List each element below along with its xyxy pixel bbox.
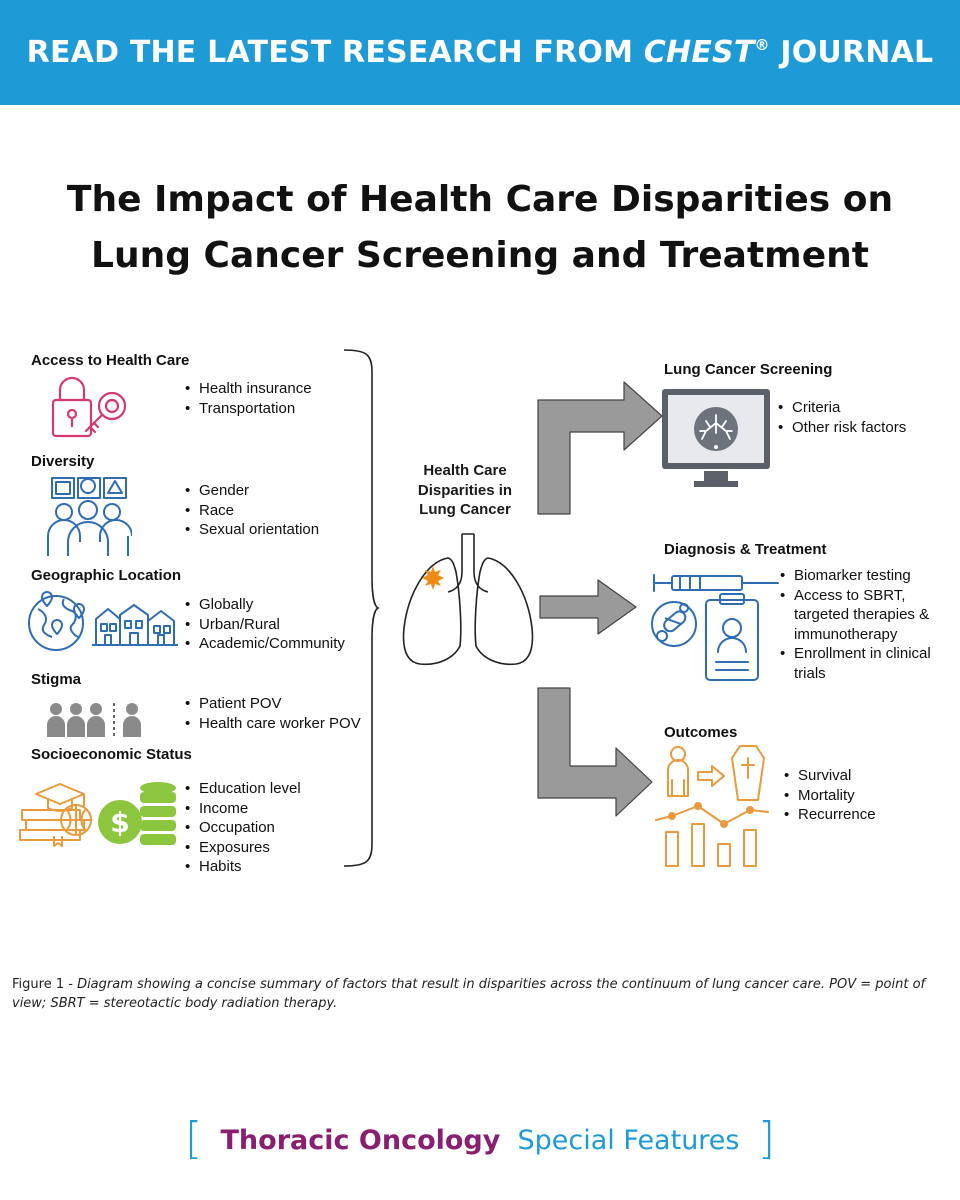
banner-journal: CHEST: [643, 35, 755, 70]
globe-houses-icon: [28, 591, 178, 651]
books-money-icon: $: [19, 782, 176, 847]
list-item: Mortality: [784, 786, 876, 806]
list-item: Income: [185, 799, 301, 819]
list-item: Survival: [784, 766, 876, 786]
arrow-to-outcomes: [537, 687, 653, 817]
lock-key-icon: [51, 376, 127, 438]
top-banner: READ THE LATEST RESEARCH FROM CHEST® JOU…: [0, 0, 960, 105]
list-item: Globally: [185, 595, 345, 615]
page-title: The Impact of Health Care Disparities on…: [66, 179, 894, 276]
list-item: Health insurance: [185, 379, 312, 399]
list-item: Transportation: [185, 399, 312, 419]
list-item: Sexual orientation: [185, 520, 319, 540]
footer-bracket-close: ]: [757, 1113, 775, 1164]
factor-list-socioeconomic: Education level Income Occupation Exposu…: [185, 779, 301, 877]
factor-list-diversity: Gender Race Sexual orientation: [185, 481, 319, 540]
factor-heading-geographic: Geographic Location: [31, 567, 182, 584]
factor-heading-diversity: Diversity: [31, 453, 95, 470]
people-speech-icon: [47, 477, 132, 556]
list-item: Patient POV: [185, 694, 361, 714]
list-item: Biomarker testing: [780, 566, 954, 586]
monitor-scan-icon: [662, 389, 770, 487]
footer-bracket-open: [: [185, 1113, 203, 1164]
outcome-list-screening: Criteria Other risk factors: [778, 398, 906, 437]
outcome-heading-outcomes: Outcomes: [664, 724, 738, 741]
footer-series: [ Thoracic Oncology Special Features ]: [185, 1115, 775, 1167]
svg-text:$: $: [110, 806, 129, 839]
disparities-diagram: Access to Health Care Health insurance T…: [0, 330, 960, 930]
list-item: Other risk factors: [778, 418, 906, 438]
factor-heading-stigma: Stigma: [31, 671, 82, 688]
factor-list-stigma: Patient POV Health care worker POV: [185, 694, 361, 733]
list-item: Academic/Community: [185, 634, 345, 654]
footer-series-type: Special Features: [517, 1125, 740, 1156]
caption-text: Diagram showing a concise summary of fac…: [12, 977, 926, 1011]
figure-caption: Figure 1 - Diagram showing a concise sum…: [12, 975, 942, 1013]
list-item: Urban/Rural: [185, 615, 345, 635]
banner-text: READ THE LATEST RESEARCH FROM CHEST® JOU…: [27, 35, 934, 70]
arrow-to-screening: [537, 381, 663, 515]
list-item: Recurrence: [784, 805, 876, 825]
factor-list-geographic: Globally Urban/Rural Academic/Community: [185, 595, 345, 654]
arrow-to-diagnosis: [539, 579, 637, 635]
syringe-clipboard-icon: [651, 574, 779, 681]
list-item: Enrollment in clinical trials: [780, 644, 954, 683]
footer-text: Thoracic Oncology Special Features: [185, 1125, 775, 1156]
person-coffin-chart-icon: [655, 745, 769, 867]
banner-prefix: READ THE LATEST RESEARCH FROM: [26, 35, 644, 70]
list-item: Habits: [185, 857, 301, 877]
factor-list-access: Health insurance Transportation: [185, 379, 312, 418]
people-divider-icon: [47, 703, 141, 737]
list-item: Gender: [185, 481, 319, 501]
list-item: Occupation: [185, 818, 301, 838]
center-label: Health Care Disparities in Lung Cancer: [417, 462, 513, 518]
list-item: Health care worker POV: [185, 714, 361, 734]
outcome-list-diagnosis: Biomarker testing Access to SBRT, target…: [780, 566, 954, 683]
factor-heading-access: Access to Health Care: [31, 352, 190, 369]
outcome-heading-screening: Lung Cancer Screening: [664, 361, 833, 378]
outcome-list-outcomes: Survival Mortality Recurrence: [784, 766, 876, 825]
list-item: Access to SBRT, targeted therapies & imm…: [780, 586, 954, 645]
footer-series-name: Thoracic Oncology: [220, 1125, 501, 1156]
list-item: Exposures: [185, 838, 301, 858]
registered-mark: ®: [754, 36, 770, 54]
caption-lead: Figure 1 -: [12, 977, 78, 992]
list-item: Race: [185, 501, 319, 521]
factor-heading-socioeconomic: Socioeconomic Status: [31, 746, 192, 763]
grouping-brace: [343, 349, 380, 867]
list-item: Education level: [185, 779, 301, 799]
banner-suffix: JOURNAL: [769, 35, 934, 70]
lungs-icon: [402, 533, 534, 666]
list-item: Criteria: [778, 398, 906, 418]
outcome-heading-diagnosis: Diagnosis & Treatment: [664, 541, 827, 558]
